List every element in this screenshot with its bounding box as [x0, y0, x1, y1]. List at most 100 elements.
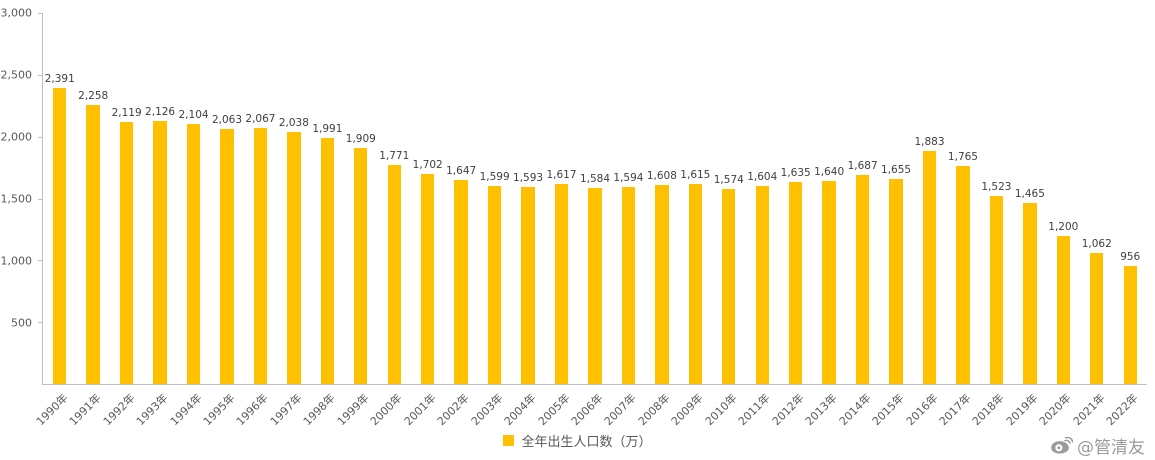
bar [253, 128, 268, 384]
bar-value-label: 956 [1120, 250, 1141, 263]
bar-value-label: 1,465 [1014, 187, 1045, 200]
y-tick-mark [38, 13, 42, 14]
bar-slot: 1,702 2001年 [402, 13, 444, 429]
bar [186, 123, 201, 384]
bar-value-label: 2,067 [245, 113, 276, 126]
bar-slot: 1,608 2008年 [636, 13, 678, 428]
x-axis-label: 2011年 [736, 391, 773, 429]
bar-slot: 1,599 2003年 [468, 13, 511, 428]
y-axis: 3,000 2,500 2,000 1,500 1,000 500 [0, 7, 36, 385]
x-axis-label: 2001年 [401, 391, 439, 429]
bar [1090, 252, 1104, 384]
bar-value-label: 1,062 [1081, 237, 1112, 250]
bar [354, 147, 368, 384]
bar-slot: 1,635 2012年 [770, 13, 812, 428]
x-axis-label: 2012年 [769, 391, 807, 429]
bar-slot: 2,126 1993年 [134, 13, 176, 428]
bar [855, 175, 870, 384]
bar [220, 128, 234, 384]
bar-slot: 956 2022年 [1104, 13, 1147, 428]
bar-value-label: 2,038 [278, 116, 309, 129]
bar-slot: 1,574 2010年 [703, 13, 745, 428]
bar-value-label: 2,063 [211, 113, 243, 126]
y-tick-mark [38, 260, 42, 262]
y-axis-label: 500 [11, 316, 32, 330]
x-axis-label: 1998年 [301, 391, 338, 429]
bar-value-label: 1,523 [981, 180, 1012, 193]
legend-swatch [503, 435, 515, 446]
bar-slot: 1,200 2020年 [1037, 13, 1080, 429]
bar [554, 184, 569, 384]
bar-slot: 2,104 1994年 [167, 13, 210, 428]
bar-value-label: 2,391 [44, 73, 75, 86]
bar [789, 181, 803, 384]
bar [1056, 235, 1070, 384]
x-axis-label: 2009年 [669, 391, 706, 429]
x-axis-label: 1994年 [167, 391, 205, 429]
x-axis-label: 2002年 [435, 391, 472, 429]
x-axis-label: 2015年 [869, 391, 907, 429]
y-tick-mark [38, 198, 42, 200]
bar [487, 186, 502, 384]
bar-slot: 1,655 2015年 [870, 13, 912, 428]
bar-slot: 1,640 2013年 [803, 13, 845, 428]
bar [320, 137, 335, 384]
bar-slot: 1,771 2000年 [368, 13, 411, 428]
bar-value-label: 1,635 [780, 166, 811, 179]
bar [1123, 265, 1137, 384]
x-axis-label: 2006年 [568, 391, 606, 429]
bar-slot: 1,883 2016年 [903, 13, 946, 428]
bar-slot: 1,584 2006年 [569, 13, 611, 428]
bar [956, 165, 970, 384]
bar-value-label: 1,604 [747, 170, 778, 183]
y-tick-mark [38, 74, 42, 76]
bar [119, 121, 134, 384]
bar [588, 188, 602, 384]
bar-slot: 2,258 1991年 [67, 13, 109, 428]
y-axis-label: 1,000 [0, 254, 33, 268]
x-axis-label: 1992年 [100, 391, 138, 429]
y-tick-mark [38, 136, 42, 138]
x-axis-label: 2003年 [468, 391, 506, 429]
watermark: @管清友 [1050, 433, 1145, 458]
bar [922, 151, 937, 384]
x-axis-label: 2017年 [936, 391, 974, 429]
x-axis-label: 2021年 [1070, 391, 1108, 429]
bar-value-label: 1,608 [646, 170, 677, 183]
bar [1023, 202, 1037, 384]
x-axis-label: 2007年 [602, 391, 640, 429]
x-axis-label: 2019年 [1003, 391, 1041, 429]
bar-slot: 1,615 2009年 [669, 13, 712, 428]
bar-slot: 1,909 1999年 [335, 13, 377, 428]
x-axis-label: 1993年 [133, 391, 171, 429]
bar [86, 104, 100, 384]
bar [722, 189, 736, 384]
bar [688, 184, 703, 384]
x-axis-label: 1991年 [67, 391, 104, 429]
bar-slot: 1,465 2019年 [1004, 13, 1046, 428]
bar [889, 179, 903, 384]
weibo-icon [1051, 436, 1073, 454]
y-axis-label: 3,000 [0, 6, 33, 20]
bar-slot: 2,119 1992年 [100, 13, 143, 428]
bar-value-label: 1,771 [379, 150, 410, 162]
bar-slot: 2,391 1990年 [34, 13, 76, 428]
bar-slot: 1,617 2005年 [535, 13, 578, 428]
bar [621, 186, 636, 384]
bar-slot: 1,647 2002年 [435, 13, 477, 428]
bar-value-label: 1,655 [881, 164, 912, 177]
legend: 全年出生人口数（万） [0, 431, 1155, 450]
bar-value-label: 1,599 [479, 171, 510, 184]
bar-value-label: 2,104 [178, 108, 209, 121]
x-axis-label: 1999年 [334, 391, 372, 429]
bar-value-label: 1,574 [713, 174, 744, 187]
x-axis-label: 2004年 [501, 391, 539, 429]
bar-value-label: 2,126 [145, 106, 176, 119]
bar [822, 181, 836, 384]
bar-value-label: 1,594 [613, 171, 644, 184]
bar [755, 185, 769, 384]
x-axis-label: 2013年 [802, 391, 840, 429]
bar-value-label: 1,991 [312, 122, 343, 135]
x-axis-label: 1997年 [267, 391, 305, 429]
bar [421, 173, 435, 384]
